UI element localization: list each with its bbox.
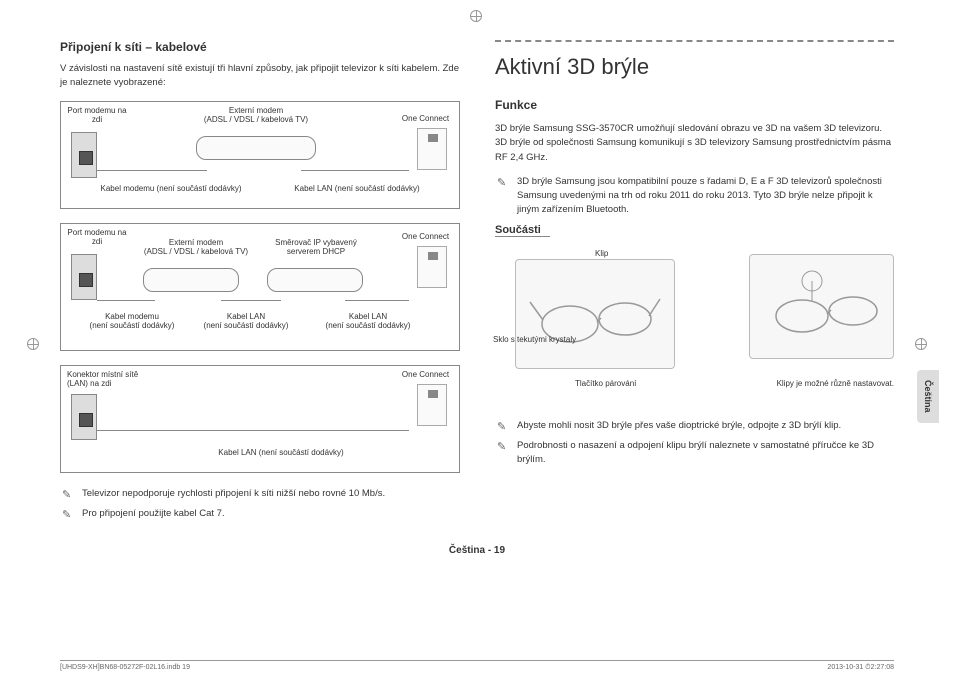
diagram2-router bbox=[267, 268, 363, 292]
soucasti-note-2: Podrobnosti o nasazení a odpojení klipu … bbox=[495, 439, 894, 468]
soucasti-notes-list: Abyste mohli nosit 3D brýle přes vaše di… bbox=[495, 419, 894, 468]
diagram2-oneconnect-label: One Connect bbox=[398, 232, 453, 242]
diagram2-line2 bbox=[221, 300, 281, 301]
diagram2-line1 bbox=[97, 300, 155, 301]
language-tab: Čeština bbox=[917, 370, 939, 423]
funkce-text: 3D brýle Samsung SSG-3570CR umožňují sle… bbox=[495, 122, 894, 165]
components-diagram: Klip Sklo s tekutými krystaly Tlačítko p… bbox=[495, 239, 894, 409]
column-right: Aktivní 3D brýle Funkce 3D brýle Samsung… bbox=[495, 40, 894, 527]
glasses-image-1 bbox=[515, 259, 675, 369]
wired-notes-list: Televizor nepodporuje rychlosti připojen… bbox=[60, 487, 460, 522]
diagram1-cable2-line bbox=[301, 170, 409, 171]
diagram2-port-label: Port modemu na zdi bbox=[67, 228, 127, 247]
diagram3-cable-label: Kabel LAN (není součástí dodávky) bbox=[201, 448, 361, 458]
diagram1-cable1-line bbox=[97, 170, 207, 171]
diagram2-cable2-label: Kabel LAN (není součástí dodávky) bbox=[201, 312, 291, 331]
wired-note-1: Televizor nepodporuje rychlosti připojen… bbox=[60, 487, 460, 501]
funkce-notes-list: 3D brýle Samsung jsou kompatibilní pouze… bbox=[495, 175, 894, 218]
diagram1-oneconnect bbox=[417, 128, 447, 170]
diagram1-cable2-label: Kabel LAN (není součástí dodávky) bbox=[277, 184, 437, 194]
funkce-title: Funkce bbox=[495, 98, 894, 112]
label-klip: Klip bbox=[595, 249, 608, 258]
diagram2-router-label: Směrovač IP vybavený serverem DHCP bbox=[261, 238, 371, 257]
diagram-3: Konektor místní sítě (LAN) na zdi One Co… bbox=[60, 365, 460, 473]
diagram1-port-label: Port modemu na zdi bbox=[67, 106, 127, 125]
diagram2-modem bbox=[143, 268, 239, 292]
diagram-1: Port modemu na zdi Externí modem (ADSL /… bbox=[60, 101, 460, 209]
diagram2-cable1-label: Kabel modemu (není součástí dodávky) bbox=[87, 312, 177, 331]
diagram1-wall-port bbox=[71, 132, 97, 178]
diagram2-wall-port bbox=[71, 254, 97, 300]
funkce-note-1: 3D brýle Samsung jsou kompatibilní pouze… bbox=[495, 175, 894, 218]
diagram1-modem-label: Externí modem (ADSL / VDSL / kabelová TV… bbox=[191, 106, 321, 125]
diagram1-cable1-label: Kabel modemu (není součástí dodávky) bbox=[91, 184, 251, 194]
diagram1-oneconnect-label: One Connect bbox=[398, 114, 453, 124]
diagram3-oneconnect-label: One Connect bbox=[398, 370, 453, 380]
glasses-image-2 bbox=[749, 254, 894, 359]
registration-mark-top bbox=[470, 10, 482, 22]
diagram3-wall-port bbox=[71, 394, 97, 440]
label-tlacitko: Tlačítko párování bbox=[575, 379, 636, 388]
label-sklo: Sklo s tekutými krystaly bbox=[493, 335, 576, 344]
glasses-icon-2 bbox=[757, 266, 887, 346]
registration-mark-right bbox=[915, 338, 927, 350]
wired-intro: V závislosti na nastavení sítě existují … bbox=[60, 62, 460, 91]
footer-filename: [UHDS9-XH]BN68-05272F-02L16.indb 19 bbox=[60, 664, 190, 672]
diagram-2: Port modemu na zdi Externí modem (ADSL /… bbox=[60, 223, 460, 351]
page-number: Čeština - 19 bbox=[60, 545, 894, 556]
diagram2-modem-label: Externí modem (ADSL / VDSL / kabelová TV… bbox=[141, 238, 251, 257]
column-left: Připojení k síti – kabelové V závislosti… bbox=[60, 40, 460, 527]
registration-mark-left bbox=[27, 338, 39, 350]
diagram2-cable3-label: Kabel LAN (není součástí dodávky) bbox=[323, 312, 413, 331]
diagram2-oneconnect bbox=[417, 246, 447, 288]
page: Připojení k síti – kabelové V závislosti… bbox=[0, 0, 954, 690]
diagram2-line3 bbox=[345, 300, 409, 301]
soucasti-note-1: Abyste mohli nosit 3D brýle přes vaše di… bbox=[495, 419, 894, 433]
footer: [UHDS9-XH]BN68-05272F-02L16.indb 19 2013… bbox=[60, 660, 894, 672]
diagram3-line bbox=[97, 430, 409, 431]
diagram3-oneconnect bbox=[417, 384, 447, 426]
main-title-3d: Aktivní 3D brýle bbox=[495, 40, 894, 80]
footer-timestamp: 2013-10-31 ⏱2:27:08 bbox=[827, 664, 894, 672]
diagram3-port-label: Konektor místní sítě (LAN) na zdi bbox=[67, 370, 152, 389]
wired-note-2: Pro připojení použijte kabel Cat 7. bbox=[60, 507, 460, 521]
soucasti-title: Součásti bbox=[495, 224, 550, 237]
label-klipy-note: Klipy je možné různě nastavovat. bbox=[777, 379, 894, 388]
section-title-wired: Připojení k síti – kabelové bbox=[60, 40, 460, 54]
diagram1-modem bbox=[196, 136, 316, 160]
